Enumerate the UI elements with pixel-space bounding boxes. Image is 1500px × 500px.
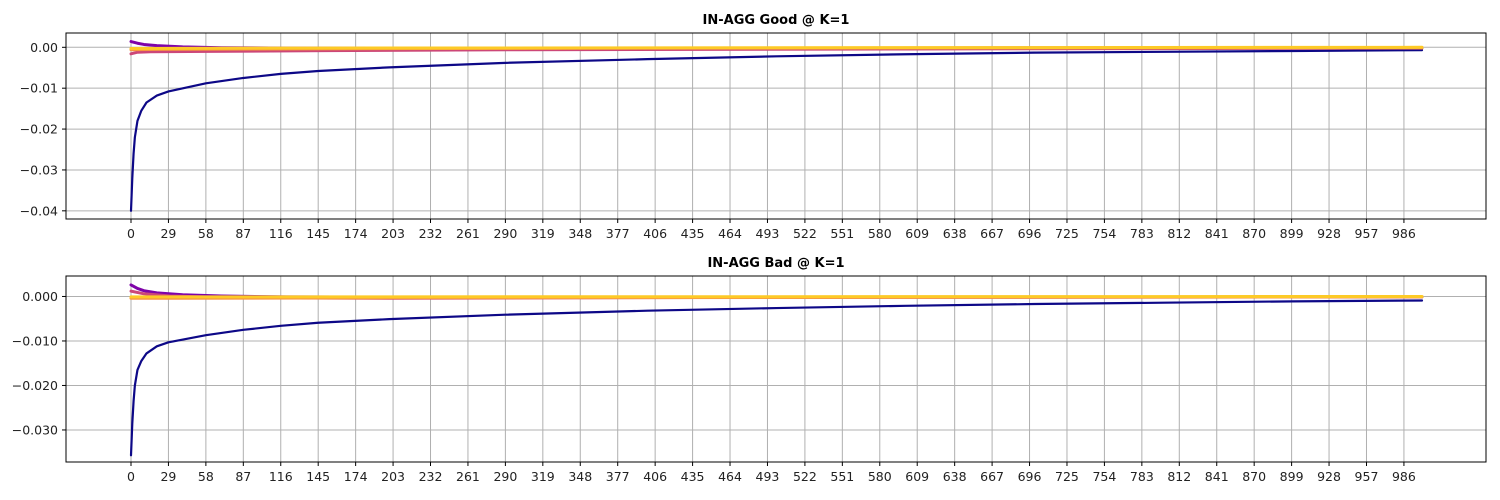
y-axis-bad: 0.000 −0.010 −0.020 −0.030 xyxy=(12,289,66,437)
x-tick-label: 406 xyxy=(643,226,667,241)
x-tick-label: 145 xyxy=(306,469,330,484)
x-tick-label: 522 xyxy=(793,226,817,241)
x-tick-label: 754 xyxy=(1092,226,1116,241)
y-tick-label: 0.000 xyxy=(22,289,58,304)
y-tick-label: −0.010 xyxy=(12,333,58,348)
x-tick-label: 435 xyxy=(681,469,705,484)
x-tick-label: 667 xyxy=(980,226,1004,241)
x-tick-label: 638 xyxy=(943,469,967,484)
x-tick-label: 29 xyxy=(160,226,176,241)
x-tick-label: 261 xyxy=(456,469,480,484)
x-tick-label: 899 xyxy=(1280,226,1304,241)
y-tick-label: −0.020 xyxy=(12,378,58,393)
x-tick-label: 580 xyxy=(868,226,892,241)
x-tick-label: 435 xyxy=(681,226,705,241)
x-tick-label: 725 xyxy=(1055,469,1079,484)
x-tick-label: 464 xyxy=(718,226,742,241)
x-tick-label: 87 xyxy=(235,226,251,241)
x-tick-label: 609 xyxy=(905,226,929,241)
x-tick-label: 986 xyxy=(1392,469,1416,484)
x-tick-label: 232 xyxy=(419,226,443,241)
plot-frame xyxy=(65,275,1487,463)
x-tick-label: 232 xyxy=(419,469,443,484)
x-tick-label: 493 xyxy=(756,469,780,484)
x-tick-label: 58 xyxy=(198,469,214,484)
x-tick-label: 870 xyxy=(1242,226,1266,241)
chart-title-bad: IN-AGG Bad @ K=1 xyxy=(707,256,844,271)
x-tick-label: 928 xyxy=(1317,226,1341,241)
x-tick-label: 203 xyxy=(381,469,405,484)
x-tick-label: 551 xyxy=(830,469,854,484)
x-tick-label: 29 xyxy=(160,469,176,484)
y-tick-label: −0.03 xyxy=(20,162,58,177)
x-tick-label: 841 xyxy=(1205,469,1229,484)
x-tick-label: 145 xyxy=(306,226,330,241)
x-tick-label: 290 xyxy=(493,469,517,484)
x-axis-good: 0 29 58 87 116 145 174 203 232 261 290 319 348 377 406… xyxy=(127,219,1416,241)
y-tick-label: 0.00 xyxy=(30,40,58,55)
x-tick-label: 812 xyxy=(1167,469,1191,484)
x-tick-label: 609 xyxy=(905,469,929,484)
x-tick-label: 87 xyxy=(235,469,251,484)
x-tick-label: 725 xyxy=(1055,226,1079,241)
series-group-bad xyxy=(129,283,1424,457)
x-tick-label: 638 xyxy=(943,226,967,241)
x-tick-label: 203 xyxy=(381,226,405,241)
x-tick-label: 522 xyxy=(793,469,817,484)
x-tick-label: 0 xyxy=(127,469,135,484)
x-tick-label: 957 xyxy=(1355,469,1379,484)
y-tick-label: −0.02 xyxy=(20,122,58,137)
grid-bad xyxy=(66,276,1486,462)
x-tick-label: 957 xyxy=(1355,226,1379,241)
series-line xyxy=(129,299,1424,457)
x-tick-label: 696 xyxy=(1018,469,1042,484)
panel-good: IN-AGG Good @ K=1 0 29 58 87 116 145 174 203 232… xyxy=(20,13,1487,241)
x-tick-label: 870 xyxy=(1242,469,1266,484)
x-tick-label: 290 xyxy=(493,226,517,241)
x-tick-label: 841 xyxy=(1205,226,1229,241)
series-group-good xyxy=(129,40,1424,212)
x-tick-label: 0 xyxy=(127,226,135,241)
x-tick-label: 812 xyxy=(1167,226,1191,241)
x-tick-label: 783 xyxy=(1130,226,1154,241)
chart-title-good: IN-AGG Good @ K=1 xyxy=(703,13,850,28)
y-axis-good: 0.00 −0.01 −0.02 −0.03 −0.04 xyxy=(20,40,66,218)
x-tick-label: 580 xyxy=(868,469,892,484)
x-tick-label: 58 xyxy=(198,226,214,241)
plot-frame xyxy=(65,32,1487,220)
x-tick-label: 319 xyxy=(531,226,555,241)
y-tick-label: −0.01 xyxy=(20,81,58,96)
x-tick-label: 493 xyxy=(756,226,780,241)
x-tick-label: 377 xyxy=(606,226,630,241)
x-tick-label: 551 xyxy=(830,226,854,241)
x-tick-label: 174 xyxy=(344,469,368,484)
x-axis-bad: 0 29 58 87 116 145 174 203 232 261 290 319 348 377 406… xyxy=(127,462,1416,484)
x-tick-label: 754 xyxy=(1092,469,1116,484)
x-tick-label: 899 xyxy=(1280,469,1304,484)
x-tick-label: 261 xyxy=(456,226,480,241)
x-tick-label: 464 xyxy=(718,469,742,484)
series-line xyxy=(129,49,1424,212)
x-tick-label: 783 xyxy=(1130,469,1154,484)
x-tick-label: 928 xyxy=(1317,469,1341,484)
x-tick-label: 319 xyxy=(531,469,555,484)
x-tick-label: 116 xyxy=(269,226,293,241)
series-line xyxy=(129,45,1424,51)
x-tick-label: 377 xyxy=(606,469,630,484)
x-tick-label: 348 xyxy=(568,469,592,484)
x-tick-label: 406 xyxy=(643,469,667,484)
x-tick-label: 696 xyxy=(1018,226,1042,241)
y-tick-label: −0.04 xyxy=(20,203,58,218)
x-tick-label: 174 xyxy=(344,226,368,241)
y-tick-label: −0.030 xyxy=(12,422,58,437)
x-tick-label: 986 xyxy=(1392,226,1416,241)
x-tick-label: 667 xyxy=(980,469,1004,484)
x-tick-label: 116 xyxy=(269,469,293,484)
x-tick-label: 348 xyxy=(568,226,592,241)
panel-bad: IN-AGG Bad @ K=1 0 29 58 87 116 145 174 203 232 2… xyxy=(12,256,1487,484)
grid-good xyxy=(66,33,1486,219)
